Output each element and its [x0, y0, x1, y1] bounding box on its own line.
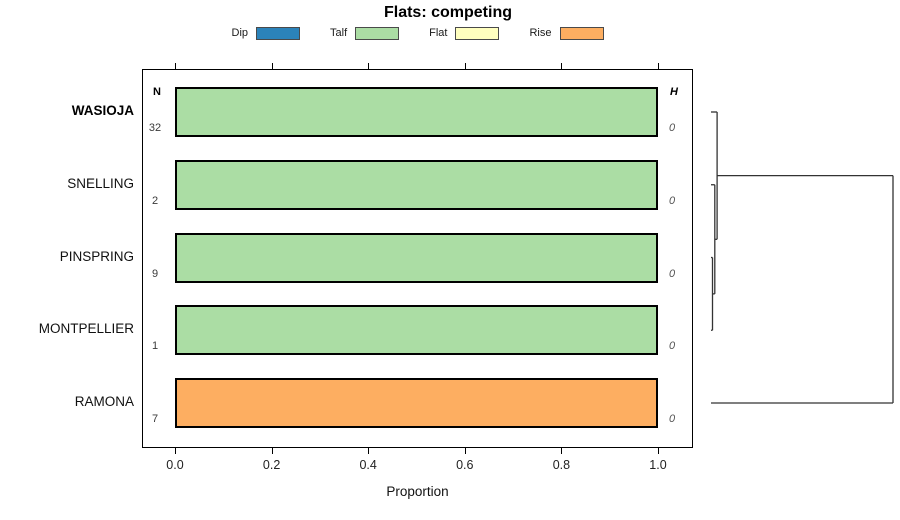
x-tick-label: 1.0	[649, 458, 667, 472]
n-column-header: N	[153, 86, 161, 98]
top-tick	[561, 63, 563, 69]
row-label-ramona: RAMONA	[74, 394, 134, 409]
n-value: 2	[151, 194, 159, 207]
top-tick	[271, 63, 273, 69]
row-label-pinspring: PINSPRING	[59, 248, 134, 264]
bottom-tick	[368, 448, 370, 454]
proportion-bar-pinspring	[175, 232, 658, 283]
legend-label: Talf	[330, 27, 348, 39]
bar-segment-talf	[177, 161, 656, 208]
bar-segment-rise	[177, 380, 656, 426]
legend-item-flat: Flat	[429, 26, 500, 40]
n-value: 1	[151, 340, 159, 353]
legend: Dip Talf Flat Rise	[142, 25, 693, 41]
bar-segment-talf	[177, 89, 656, 135]
top-tick	[368, 63, 370, 69]
legend-label: Rise	[529, 27, 552, 39]
x-axis-label: Proportion	[386, 484, 449, 499]
proportion-bar-wasioja	[175, 87, 658, 137]
legend-label: Dip	[231, 27, 249, 39]
h-value: 0	[668, 413, 676, 425]
bottom-tick	[175, 448, 176, 454]
legend-swatch-flat	[455, 26, 500, 40]
n-value: 7	[151, 413, 159, 425]
legend-swatch-dip	[256, 26, 301, 40]
bottom-tick	[271, 448, 273, 454]
proportion-bar-snelling	[175, 159, 658, 210]
proportion-bar-montpellier	[175, 305, 658, 356]
x-tick-label: 0.2	[262, 458, 281, 472]
h-value: 0	[668, 340, 676, 353]
x-tick-label: 0.8	[552, 458, 571, 472]
bar-segment-talf	[177, 234, 656, 281]
n-value: 9	[151, 267, 159, 280]
h-value: 0	[668, 267, 676, 280]
h-value: 0	[668, 194, 676, 207]
legend-swatch-talf	[355, 26, 400, 40]
legend-label: Flat	[429, 27, 448, 39]
x-tick-label: 0.0	[166, 458, 184, 472]
bottom-tick	[561, 448, 563, 454]
bar-segment-talf	[177, 307, 656, 354]
row-label-montpellier: MONTPELLIER	[38, 321, 134, 337]
top-tick	[464, 63, 466, 69]
legend-item-rise: Rise	[529, 26, 604, 40]
proportion-bar-ramona	[175, 378, 658, 428]
h-column-header: H	[670, 86, 678, 98]
n-value: 32	[148, 122, 162, 134]
bottom-tick	[658, 448, 659, 454]
top-tick	[175, 63, 176, 69]
row-label-wasioja: WASIOJA	[71, 103, 134, 118]
x-tick-label: 0.6	[456, 458, 474, 472]
legend-item-talf: Talf	[330, 26, 400, 40]
legend-item-dip: Dip	[231, 26, 301, 40]
x-tick-label: 0.4	[359, 458, 377, 472]
chart-title: Flats: competing	[383, 4, 512, 21]
top-tick	[658, 63, 659, 69]
legend-swatch-rise	[559, 26, 604, 40]
row-label-snelling: SNELLING	[67, 175, 134, 191]
h-value: 0	[668, 122, 676, 134]
bottom-tick	[464, 448, 466, 454]
